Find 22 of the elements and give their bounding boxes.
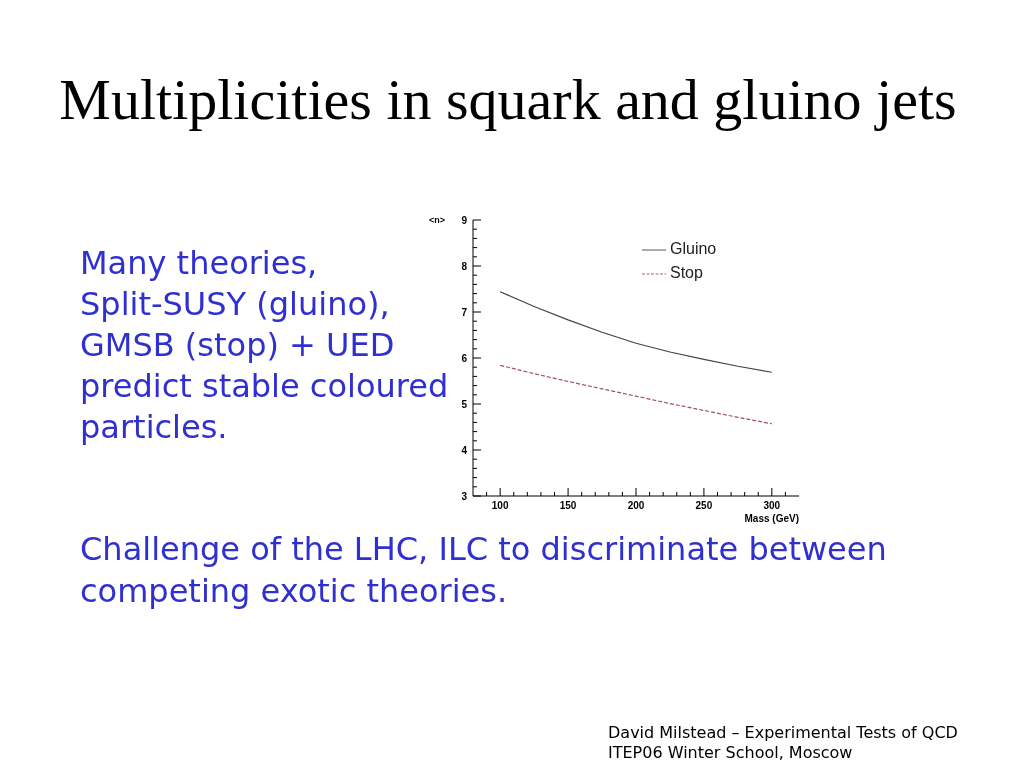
x-axis-title: Mass (GeV) bbox=[744, 513, 799, 525]
y-tick-label: 6 bbox=[461, 353, 468, 364]
y-tick-label: 9 bbox=[461, 215, 468, 226]
y-tick-label: 8 bbox=[461, 261, 468, 272]
x-tick-label: 200 bbox=[627, 500, 645, 511]
y-tick-label: 7 bbox=[461, 307, 468, 318]
x-tick-label: 250 bbox=[695, 500, 713, 511]
line-series bbox=[499, 291, 773, 373]
legend-label: Stop bbox=[670, 264, 703, 282]
y-tick-label: 4 bbox=[461, 445, 468, 456]
text: Challenge of the LHC, ILC to discriminate between competing exotic theories. bbox=[80, 529, 887, 612]
y-tick-label: 5 bbox=[461, 399, 468, 410]
x-tick-label: 300 bbox=[763, 500, 781, 511]
y-tick-label: 3 bbox=[461, 491, 468, 502]
y-axis-title: <n> bbox=[429, 215, 446, 226]
chart-title: Multiplicities in squark and gluino jets bbox=[58, 67, 958, 132]
line-series bbox=[499, 364, 773, 425]
text: Many theories, Split-SUSY (gluino), GMSB (stop) + UED predict stable coloured particles. bbox=[80, 243, 449, 448]
text: David Milstead – Experimental Tests of QCD ITEP06 Winter School, Moscow bbox=[608, 723, 958, 763]
legend-label: Gluino bbox=[670, 240, 717, 258]
x-tick-label: 100 bbox=[491, 500, 509, 511]
x-tick-label: 150 bbox=[559, 500, 577, 511]
